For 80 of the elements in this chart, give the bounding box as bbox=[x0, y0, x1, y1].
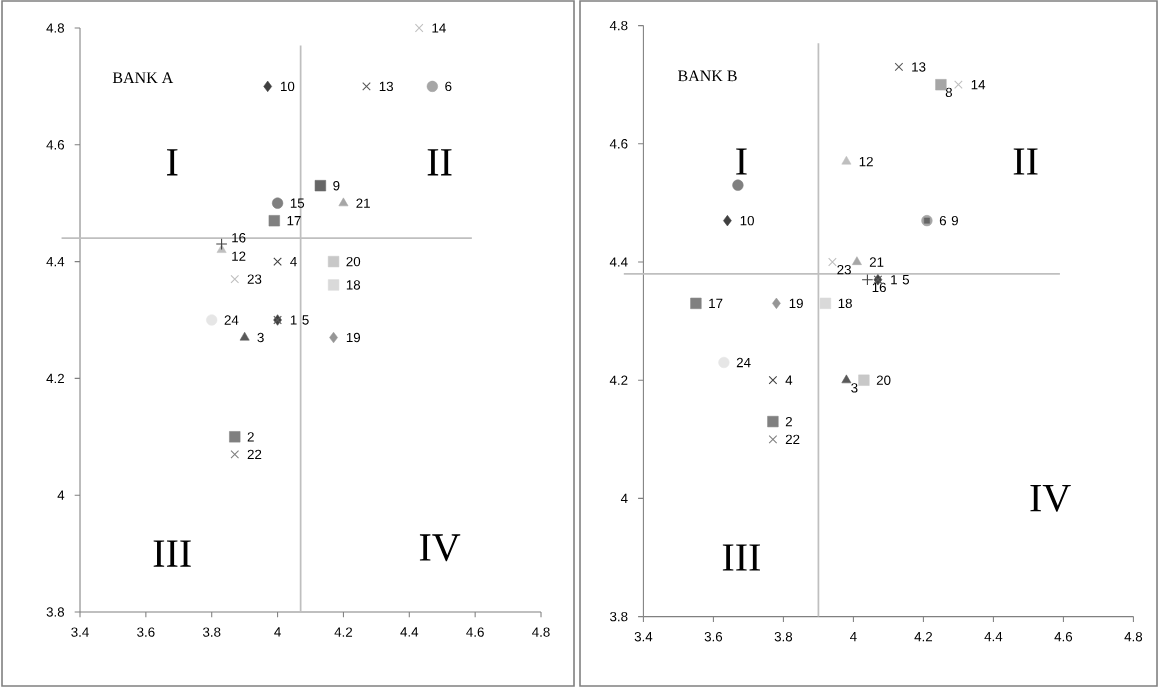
x-tick-label: 4.4 bbox=[984, 631, 1003, 642]
y-tick-label: 4.2 bbox=[609, 375, 628, 385]
series-label: 4 bbox=[785, 375, 793, 385]
series-label: 4 bbox=[290, 257, 297, 267]
y-tick-label: 4.8 bbox=[46, 23, 65, 33]
series-label: 16 bbox=[232, 233, 246, 243]
series-label: 6 bbox=[445, 81, 452, 92]
text: BANK A bbox=[112, 72, 174, 83]
series-label: 10 bbox=[280, 81, 295, 92]
series-label: 20 bbox=[876, 375, 891, 385]
y-tick-label: 4.6 bbox=[46, 140, 65, 150]
series-label: 21 bbox=[869, 257, 884, 267]
series-label: 23 bbox=[837, 264, 851, 275]
y-tick-label: 4.4 bbox=[46, 257, 65, 267]
series-label: 2 bbox=[785, 416, 792, 427]
series-label: 3 bbox=[257, 332, 264, 343]
series-label: 10 bbox=[740, 215, 754, 226]
y-tick-label: 4 bbox=[620, 493, 628, 503]
series-label: 13 bbox=[379, 81, 393, 92]
annotation: IV bbox=[1030, 484, 1071, 512]
series-label: 6 bbox=[939, 215, 947, 226]
x-tick-label: 4 bbox=[274, 627, 281, 637]
y-tick-label: 3.8 bbox=[46, 607, 65, 617]
series-label: 17 bbox=[709, 298, 723, 308]
x-tick-label: 4.4 bbox=[400, 627, 419, 637]
series-label: 9 bbox=[333, 180, 340, 191]
x-tick-label: 3.4 bbox=[71, 627, 89, 637]
series-label: 1 bbox=[891, 275, 897, 285]
y-tick-label: 4 bbox=[57, 490, 65, 500]
series-label: 24 bbox=[736, 357, 751, 368]
y-tick-label: 4.6 bbox=[609, 139, 628, 149]
series-label: 24 bbox=[224, 315, 239, 325]
series-label: 15 bbox=[290, 198, 305, 208]
annotation: IV bbox=[419, 534, 461, 562]
series-label: 19 bbox=[789, 298, 803, 309]
x-tick-label: 4.8 bbox=[532, 627, 550, 637]
y-tick-label: 4.8 bbox=[609, 20, 628, 31]
annotation: III bbox=[153, 540, 191, 567]
series-label: 14 bbox=[432, 23, 446, 33]
y-tick-label: 4.4 bbox=[609, 257, 628, 267]
series-label: 13 bbox=[912, 62, 926, 72]
series-label: 12 bbox=[232, 251, 246, 261]
x-tick-label: 4.6 bbox=[1054, 631, 1073, 642]
x-tick-label: 4.6 bbox=[466, 627, 484, 637]
series-label: 12 bbox=[859, 156, 873, 167]
x-tick-label: 3.6 bbox=[137, 627, 155, 637]
series-label: 3 bbox=[851, 383, 858, 393]
series-label: 5 bbox=[302, 315, 309, 325]
series-label: 18 bbox=[346, 280, 361, 290]
series-label: 22 bbox=[247, 449, 262, 459]
y-tick-label: 3.8 bbox=[610, 611, 628, 622]
series-label: 14 bbox=[971, 80, 986, 90]
x-tick-label: 3.4 bbox=[634, 631, 653, 642]
series-label: 19 bbox=[346, 332, 361, 343]
x-tick-label: 3.6 bbox=[704, 631, 723, 642]
series-label: 16 bbox=[872, 282, 886, 293]
x-tick-label: 4.8 bbox=[1124, 631, 1143, 642]
x-tick-label: 3.8 bbox=[774, 631, 793, 642]
text: BANK B bbox=[677, 70, 737, 82]
annotation: III bbox=[722, 544, 760, 571]
annotation: I bbox=[736, 148, 747, 175]
series-label: 5 bbox=[902, 275, 910, 285]
series-label: 20 bbox=[346, 256, 361, 267]
series-label: 22 bbox=[785, 434, 800, 444]
x-tick-label: 3.8 bbox=[202, 627, 221, 637]
annotation: II bbox=[427, 149, 452, 176]
series-label: 9 bbox=[951, 215, 958, 226]
series-label: 21 bbox=[356, 198, 370, 208]
series-label: 17 bbox=[287, 216, 301, 226]
series-label: 1 bbox=[290, 315, 297, 325]
series-label: 18 bbox=[838, 298, 852, 309]
series-label: 23 bbox=[247, 274, 262, 284]
annotation: I bbox=[166, 149, 178, 176]
annotation: II bbox=[1013, 148, 1038, 175]
x-tick-label: 4 bbox=[850, 631, 857, 642]
series-label: 2 bbox=[247, 432, 254, 442]
y-tick-label: 4.2 bbox=[46, 373, 64, 384]
x-tick-label: 4.2 bbox=[914, 631, 933, 642]
series-label: 8 bbox=[945, 87, 953, 98]
x-tick-label: 4.2 bbox=[334, 627, 353, 637]
